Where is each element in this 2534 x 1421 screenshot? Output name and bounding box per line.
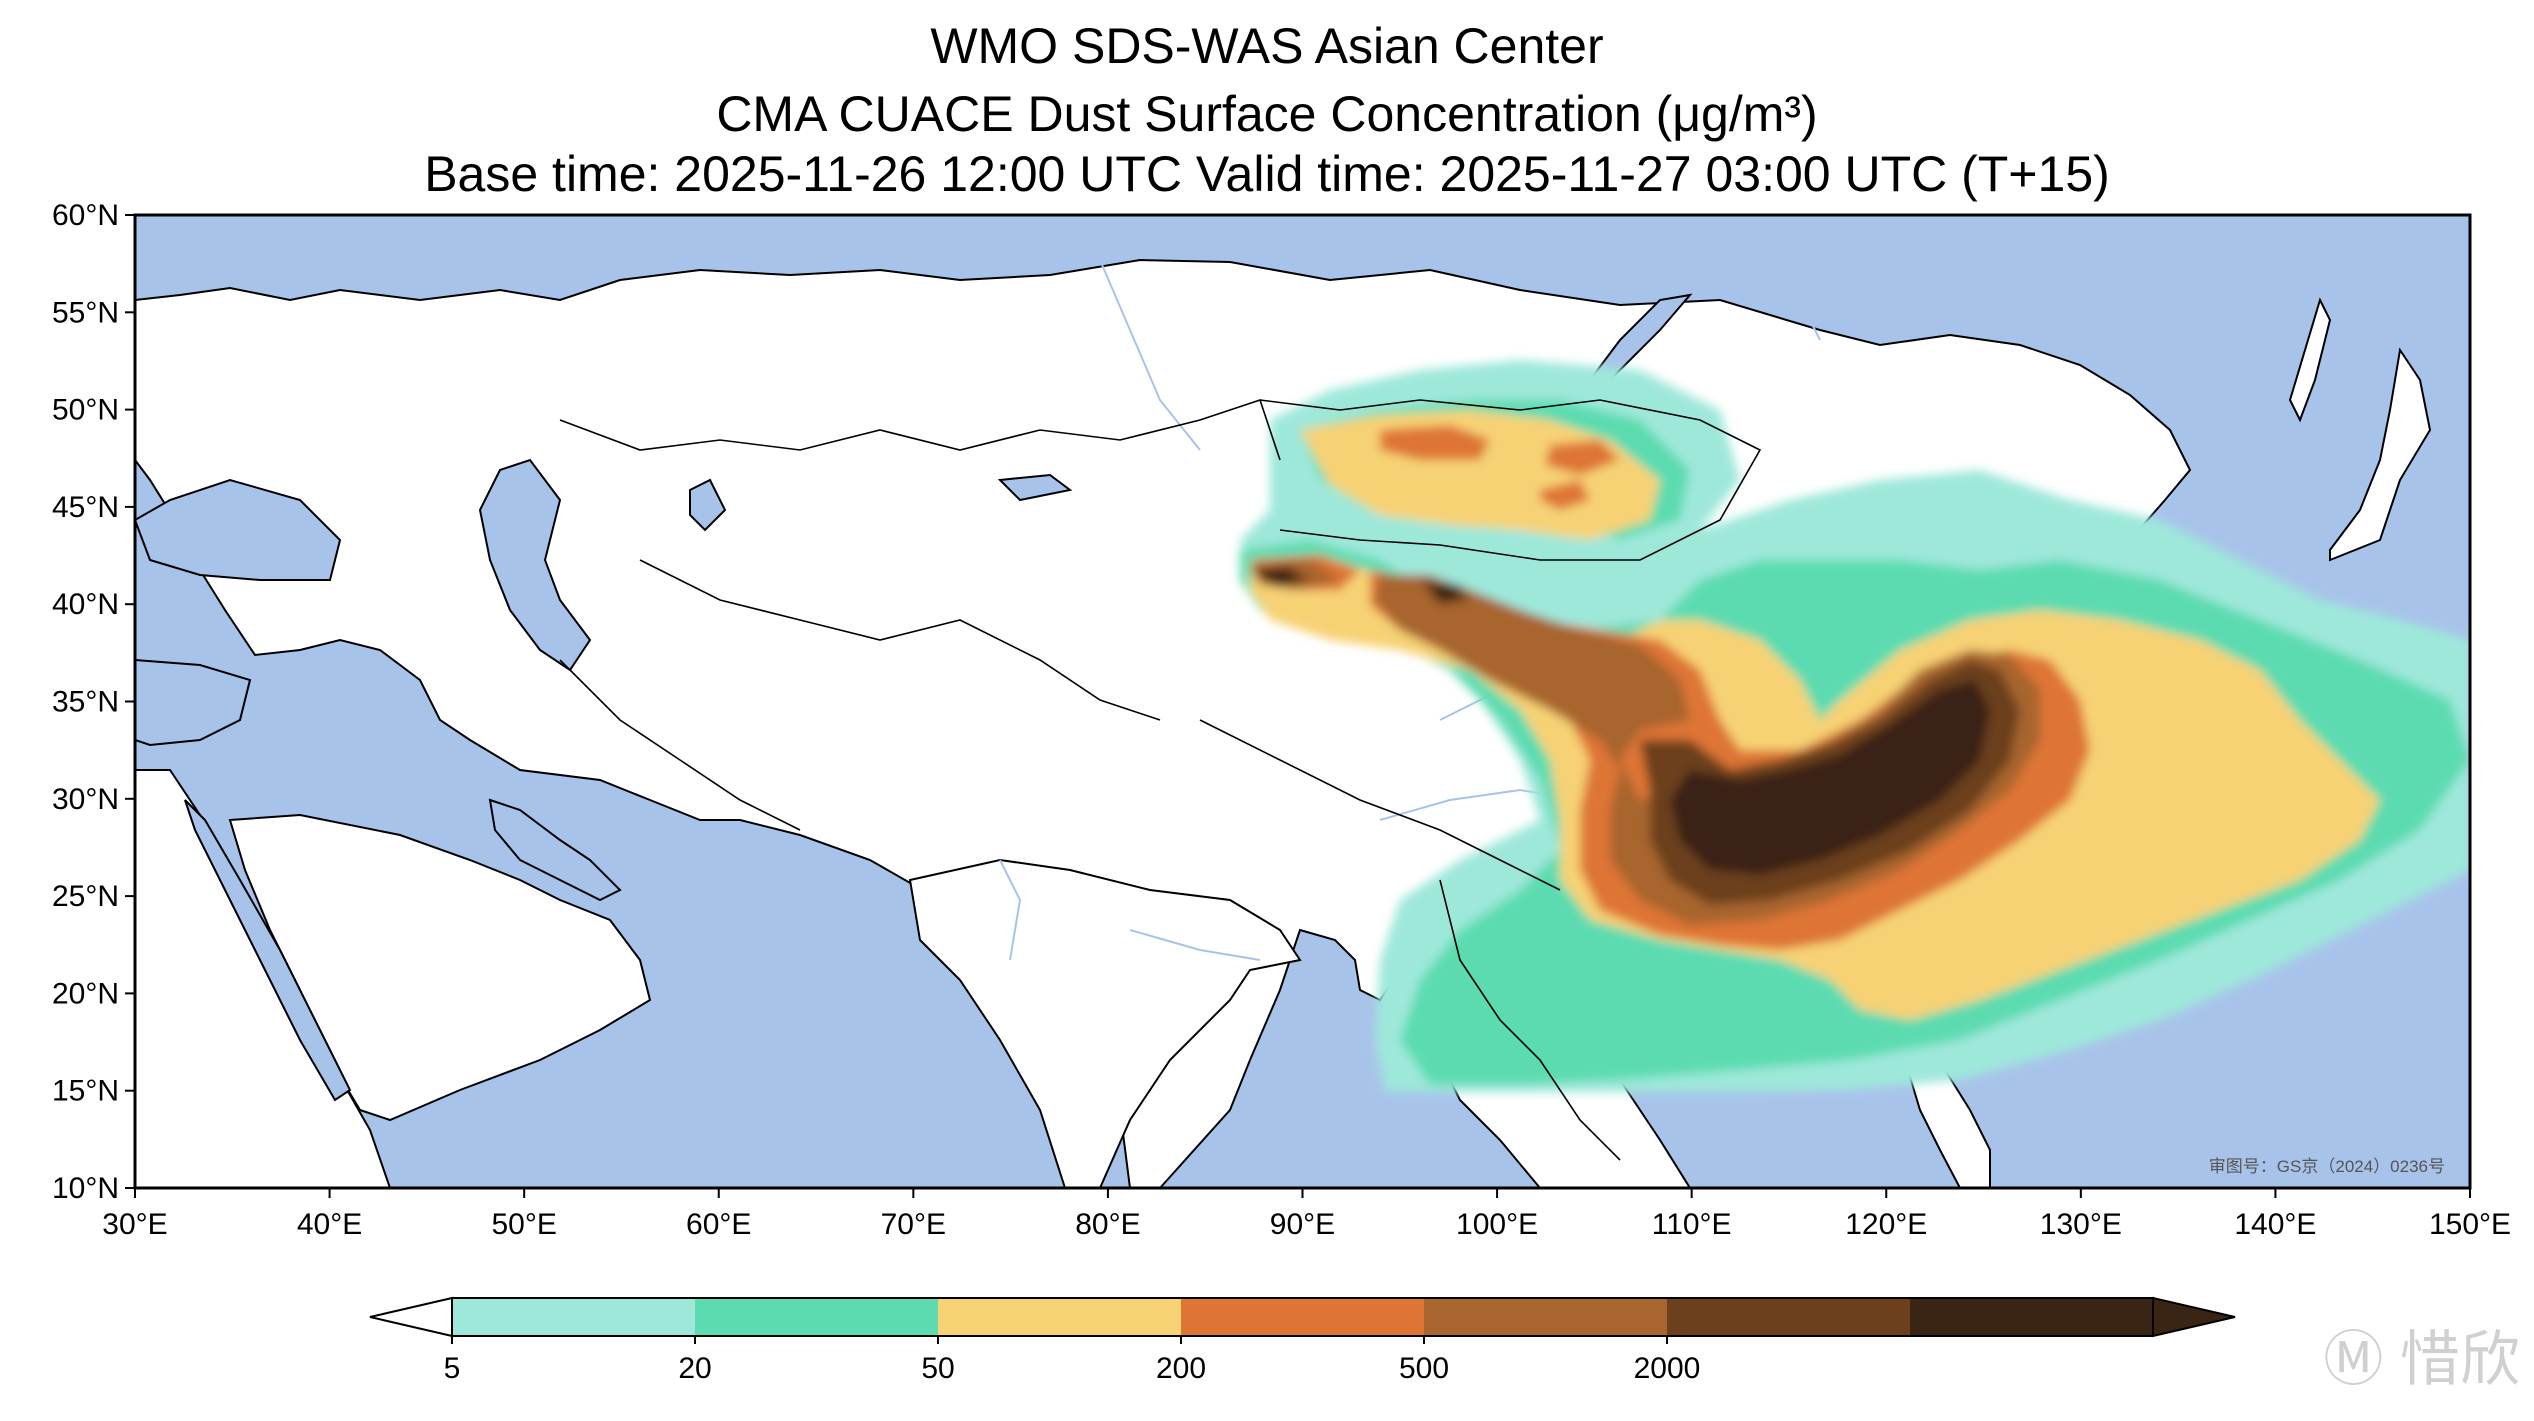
lon-tick-label: 100°E [1456, 1208, 1538, 1241]
colorbar-tick-label: 50 [921, 1352, 954, 1385]
colorbar-segment [1424, 1298, 1667, 1336]
lat-tick-label: 55°N [52, 296, 119, 329]
lon-tick-label: 130°E [2040, 1208, 2122, 1241]
colorbar-tick-label: 5 [444, 1352, 461, 1385]
title-line-3: Base time: 2025-11-26 12:00 UTC Valid ti… [424, 146, 2110, 202]
lon-tick-label: 60°E [686, 1208, 751, 1241]
border-central-asia [639, 559, 1161, 721]
colorbar: 5 20 50 200 500 2000 [369, 1296, 2236, 1385]
lon-tick-label: 120°E [1845, 1208, 1927, 1241]
colorbar-segment [695, 1298, 938, 1336]
colorbar-tick-label: 500 [1399, 1352, 1449, 1385]
lat-tick-label: 10°N [52, 1172, 119, 1205]
border-indochina [1439, 879, 1621, 1161]
land-india [908, 858, 1302, 1188]
colorbar-tick-label: 200 [1156, 1352, 1206, 1385]
colorbar-segment [1910, 1298, 2153, 1336]
balkhash-lake [997, 473, 1073, 502]
persian-gulf [488, 798, 622, 902]
lon-tick-label: 150°E [2429, 1208, 2511, 1241]
colorbar-extend-high [2152, 1296, 2236, 1338]
title-line-2: CMA CUACE Dust Surface Concentration (μg… [716, 86, 1818, 142]
lat-tick-label: 50°N [52, 394, 119, 427]
map-approval-number: 审图号：GS京（2024）0236号 [2209, 1157, 2445, 1176]
colorbar-tick-label: 20 [678, 1352, 711, 1385]
dust-level-max [1255, 570, 1990, 875]
land-sakhalin [2288, 297, 2332, 423]
lat-tick-label: 45°N [52, 491, 119, 524]
lon-tick-label: 110°E [1652, 1208, 1732, 1241]
mediterranean-edge [135, 658, 252, 747]
border-mongolia [1259, 399, 1762, 561]
watermark: Ⓜ 惜欣 [2323, 1326, 2520, 1393]
lat-tick-label: 40°N [52, 588, 119, 621]
lat-tick-label: 30°N [52, 783, 119, 816]
black-sea [135, 478, 342, 581]
lon-tick-label: 90°E [1270, 1208, 1335, 1241]
river-ganges [1129, 929, 1261, 961]
aral-sea [689, 478, 727, 532]
colorbar-segment [1667, 1298, 1910, 1336]
longitude-ticks: 30°E 40°E 50°E 60°E 70°E 80°E 90°E 100°E 110°E 12… [102, 1188, 2511, 1241]
colorbar-tick-label: 2000 [1634, 1352, 1701, 1385]
red-sea [184, 799, 352, 1102]
land-japan [2329, 347, 2432, 562]
river-lena [1749, 219, 1821, 341]
lon-tick-label: 50°E [491, 1208, 556, 1241]
lat-tick-label: 25°N [52, 880, 119, 913]
map-area [135, 215, 2470, 1188]
colorbar-segment [1181, 1298, 1424, 1336]
lon-tick-label: 30°E [102, 1208, 167, 1241]
lat-tick-label: 35°N [52, 686, 119, 719]
border-iran [559, 659, 801, 831]
river-indus [999, 859, 1022, 961]
lat-tick-label: 20°N [52, 977, 119, 1010]
colorbar-extend-low [369, 1296, 453, 1338]
lon-tick-label: 140°E [2234, 1208, 2316, 1241]
colorbar-segment [452, 1298, 695, 1336]
colorbar-outline [451, 1297, 2154, 1337]
caspian-sea [478, 458, 592, 672]
dust-level-50 [1250, 410, 2380, 1020]
colorbar-segment [938, 1298, 1181, 1336]
lat-tick-label: 15°N [52, 1075, 119, 1108]
lat-tick-label: 60°N [52, 199, 119, 232]
country-borders [559, 398, 1762, 1161]
lon-tick-label: 80°E [1075, 1208, 1140, 1241]
border-china-south [1199, 719, 1561, 891]
latitude-ticks: 60°N 55°N 50°N 45°N 40°N 35°N 30°N 25°N 20°N 15°N… [52, 199, 135, 1205]
lon-tick-label: 40°E [297, 1208, 362, 1241]
title-line-1: WMO SDS-WAS Asian Center [930, 18, 1604, 74]
border-kazakhstan [559, 398, 1281, 461]
dust-contours [1240, 360, 2470, 1092]
lon-tick-label: 70°E [881, 1208, 946, 1241]
